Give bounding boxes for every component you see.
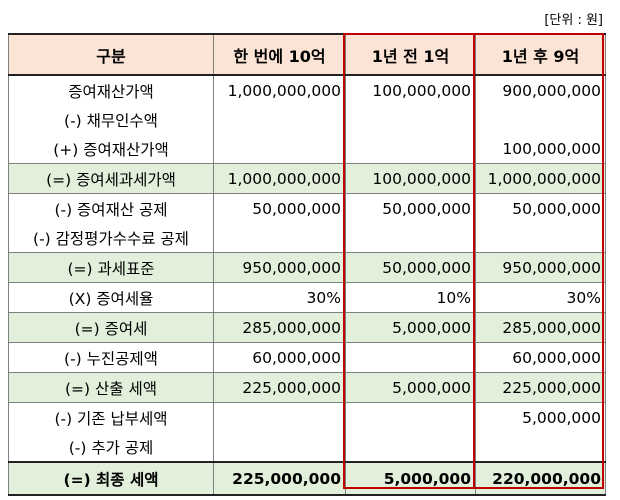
cell-one-year-after: 50,000,000 <box>475 193 606 223</box>
cell-one-year-before: 5,000,000 <box>345 312 476 343</box>
final-all-at-once: 225,000,000 <box>213 461 346 496</box>
cell-one-year-before: 10% <box>345 282 476 313</box>
header-row: 구분 한 번에 10억 1년 전 1억 1년 후 9억 <box>8 33 606 76</box>
row-label: 증여재산가액 <box>8 75 214 105</box>
cell-one-year-before <box>345 342 476 373</box>
row-label: (=) 증여세과세가액 <box>8 163 214 194</box>
cell-one-year-after: 900,000,000 <box>475 75 606 105</box>
row-label: (-) 기존 납부세액 <box>8 402 214 432</box>
cell-one-year-after: 950,000,000 <box>475 252 606 283</box>
final-one-year-after: 220,000,000 <box>475 461 606 496</box>
cell-all-at-once <box>213 402 346 432</box>
row-label: (=) 산출 세액 <box>8 372 214 403</box>
final-label: (=) 최종 세액 <box>8 461 214 496</box>
row-label: (=) 과세표준 <box>8 252 214 283</box>
table-row-subtotal: (=) 산출 세액 225,000,000 5,000,000 225,000,… <box>8 372 606 403</box>
cell-one-year-before: 100,000,000 <box>345 75 476 105</box>
header-one-year-after: 1년 후 9억 <box>475 33 606 76</box>
table-row: (-) 증여재산 공제 50,000,000 50,000,000 50,000… <box>8 193 606 223</box>
row-label: (-) 증여재산 공제 <box>8 193 214 223</box>
row-label: (=) 증여세 <box>8 312 214 343</box>
cell-all-at-once <box>213 432 346 462</box>
table-row: (-) 기존 납부세액 5,000,000 <box>8 402 606 432</box>
table-row: (-) 누진공제액 60,000,000 60,000,000 <box>8 342 606 373</box>
cell-all-at-once: 30% <box>213 282 346 313</box>
cell-all-at-once: 1,000,000,000 <box>213 163 346 194</box>
cell-all-at-once <box>213 223 346 253</box>
cell-one-year-after <box>475 432 606 462</box>
table-row: 증여재산가액 1,000,000,000 100,000,000 900,000… <box>8 75 606 105</box>
cell-one-year-after: 285,000,000 <box>475 312 606 343</box>
table-row: (-) 추가 공제 <box>8 432 606 462</box>
cell-one-year-after: 1,000,000,000 <box>475 163 606 194</box>
header-all-at-once: 한 번에 10억 <box>213 33 346 76</box>
row-label: (-) 추가 공제 <box>8 432 214 462</box>
cell-one-year-before: 100,000,000 <box>345 163 476 194</box>
row-label: (-) 채무인수액 <box>8 105 214 134</box>
cell-one-year-before: 50,000,000 <box>345 252 476 283</box>
unit-label: [단위 : 원] <box>544 13 603 28</box>
cell-one-year-after: 225,000,000 <box>475 372 606 403</box>
row-label: (+) 증여재산가액 <box>8 134 214 164</box>
table-row: (-) 채무인수액 <box>8 105 606 134</box>
cell-all-at-once <box>213 134 346 164</box>
table-row-final-total: (=) 최종 세액 225,000,000 5,000,000 220,000,… <box>8 461 606 496</box>
cell-all-at-once: 50,000,000 <box>213 193 346 223</box>
cell-all-at-once: 60,000,000 <box>213 342 346 373</box>
cell-one-year-after <box>475 105 606 134</box>
cell-one-year-before: 50,000,000 <box>345 193 476 223</box>
row-label: (X) 증여세율 <box>8 282 214 313</box>
table-row-subtotal: (=) 과세표준 950,000,000 50,000,000 950,000,… <box>8 252 606 283</box>
table-row-subtotal: (=) 증여세 285,000,000 5,000,000 285,000,00… <box>8 312 606 343</box>
cell-all-at-once: 285,000,000 <box>213 312 346 343</box>
cell-one-year-before <box>345 105 476 134</box>
cell-one-year-after <box>475 223 606 253</box>
cell-all-at-once <box>213 105 346 134</box>
cell-one-year-after: 100,000,000 <box>475 134 606 164</box>
cell-one-year-after: 5,000,000 <box>475 402 606 432</box>
final-one-year-before: 5,000,000 <box>345 461 476 496</box>
cell-one-year-before <box>345 402 476 432</box>
row-label: (-) 감정평가수수료 공제 <box>8 223 214 253</box>
table-row: (+) 증여재산가액 100,000,000 <box>8 134 606 164</box>
table-row: (-) 감정평가수수료 공제 <box>8 223 606 253</box>
cell-one-year-before <box>345 134 476 164</box>
table-row: (X) 증여세율 30% 10% 30% <box>8 282 606 313</box>
row-label: (-) 누진공제액 <box>8 342 214 373</box>
table-row-subtotal: (=) 증여세과세가액 1,000,000,000 100,000,000 1,… <box>8 163 606 194</box>
cell-one-year-after: 60,000,000 <box>475 342 606 373</box>
cell-one-year-before: 5,000,000 <box>345 372 476 403</box>
cell-all-at-once: 950,000,000 <box>213 252 346 283</box>
header-category: 구분 <box>8 33 214 76</box>
cell-one-year-before <box>345 432 476 462</box>
cell-one-year-after: 30% <box>475 282 606 313</box>
cell-all-at-once: 225,000,000 <box>213 372 346 403</box>
header-one-year-before: 1년 전 1억 <box>345 33 476 76</box>
cell-one-year-before <box>345 223 476 253</box>
gift-tax-table: 구분 한 번에 10억 1년 전 1억 1년 후 9억 증여재산가액 1,000… <box>8 33 606 496</box>
cell-all-at-once: 1,000,000,000 <box>213 75 346 105</box>
